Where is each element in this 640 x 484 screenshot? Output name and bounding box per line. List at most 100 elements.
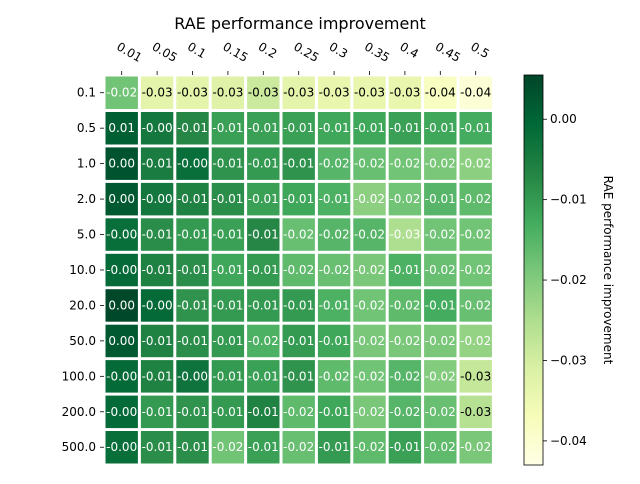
cell-value-label: -0.01 (283, 192, 314, 206)
cell-value-label: -0.02 (283, 263, 314, 277)
cell-value-label: -0.00 (106, 228, 137, 242)
heatmap-cell (459, 395, 492, 429)
cell-value-label: -0.01 (177, 228, 208, 242)
heatmap-cell (317, 76, 351, 109)
heatmap-cell (388, 218, 422, 251)
cell-value-label: -0.03 (389, 86, 420, 100)
heatmap-cell (211, 218, 245, 251)
heatmap-cell (282, 289, 315, 322)
cell-value-label: -0.01 (212, 369, 243, 383)
cell-value-label: 0.00 (108, 298, 135, 312)
heatmap-cell (353, 218, 386, 251)
cell-value-label: -0.01 (142, 440, 173, 454)
cell-value-label: -0.02 (460, 157, 491, 171)
heatmap-cell (176, 182, 209, 216)
heatmap-cell (353, 360, 386, 393)
cell-value-label: -0.00 (177, 157, 208, 171)
cell-value-label: -0.02 (460, 440, 491, 454)
cell-value-label: -0.01 (425, 121, 456, 135)
cell-value-label: -0.01 (212, 334, 243, 348)
colorbar-tick-label: −0.02 (550, 273, 587, 287)
cell-value-label: -0.01 (319, 121, 350, 135)
cell-value-label: -0.03 (248, 86, 279, 100)
heatmap-cell (105, 360, 138, 393)
cell-value-label: -0.01 (283, 121, 314, 135)
heatmap-cell (353, 289, 386, 322)
colorbar-tick-label: −0.01 (550, 193, 587, 207)
heatmap-cell (140, 253, 174, 287)
cell-value-label: -0.01 (142, 157, 173, 171)
heatmap-cell (247, 182, 280, 216)
heatmap-cell (211, 395, 245, 429)
heatmap-cell (317, 360, 351, 393)
heatmap-cell (211, 182, 245, 216)
heatmap-cell (105, 431, 138, 464)
heatmap-cell (176, 431, 209, 464)
heatmap-cell (424, 395, 457, 429)
cell-value-label: -0.01 (319, 192, 350, 206)
cell-value-label: -0.01 (142, 369, 173, 383)
cell-value-label: -0.01 (319, 440, 350, 454)
cell-value-label: -0.01 (248, 263, 279, 277)
cell-value-label: -0.01 (319, 334, 350, 348)
heatmap-cell (105, 112, 138, 145)
heatmap-cell (282, 112, 315, 145)
heatmap-cell (317, 395, 351, 429)
y-tick-label: 20.0 (69, 298, 96, 312)
colorbar-tick-label: −0.04 (550, 434, 587, 448)
heatmap-cell (459, 147, 492, 180)
heatmap-cell (282, 395, 315, 429)
cell-value-label: -0.01 (248, 121, 279, 135)
heatmap-cell (282, 253, 315, 287)
cell-value-label: -0.04 (425, 86, 456, 100)
cell-value-label: -0.01 (248, 298, 279, 312)
heatmap-cell (140, 360, 174, 393)
y-tick-label: 0.5 (77, 121, 96, 135)
heatmap-cell (140, 289, 174, 322)
cell-value-label: -0.01 (142, 405, 173, 419)
heatmap-cell (140, 431, 174, 464)
heatmap-cell (424, 76, 457, 109)
heatmap-cell (140, 218, 174, 251)
cell-value-label: -0.01 (177, 121, 208, 135)
y-tick-label: 0.1 (77, 86, 96, 100)
colorbar-ticks: 0.00 −0.01 −0.02 −0.03 −0.04 (543, 112, 587, 448)
heatmap-cell (317, 253, 351, 287)
cell-value-label: 0.01 (108, 121, 135, 135)
heatmap-cell (388, 395, 422, 429)
cell-value-label: -0.01 (177, 298, 208, 312)
cell-value-label: -0.03 (389, 228, 420, 242)
heatmap-cell (211, 112, 245, 145)
cell-value-label: -0.02 (389, 192, 420, 206)
heatmap-cell (140, 324, 174, 358)
cell-value-label: -0.01 (212, 263, 243, 277)
cell-value-label: -0.01 (212, 298, 243, 312)
heatmap-cell (105, 76, 138, 109)
colorbar-tick-label: −0.03 (550, 353, 587, 367)
heatmap-cell (105, 324, 138, 358)
cell-value-label: -0.01 (283, 157, 314, 171)
heatmap-cell (424, 324, 457, 358)
heatmap-cell (247, 431, 280, 464)
cell-value-label: -0.02 (354, 228, 385, 242)
heatmap-cell (388, 360, 422, 393)
cell-value-label: -0.02 (319, 369, 350, 383)
heatmap-cell (211, 147, 245, 180)
heatmap-cell (388, 112, 422, 145)
cell-value-label: -0.01 (212, 121, 243, 135)
heatmap-cell (176, 253, 209, 287)
heatmap-cell (459, 360, 492, 393)
heatmap-cell (353, 182, 386, 216)
heatmap-cell (353, 431, 386, 464)
cell-value-label: -0.01 (248, 157, 279, 171)
cell-value-label: -0.02 (425, 228, 456, 242)
heatmap-cell (211, 431, 245, 464)
cell-value-label: -0.01 (177, 440, 208, 454)
y-tick-label: 2.0 (77, 192, 96, 206)
cell-value-label: -0.02 (248, 334, 279, 348)
cell-value-label: -0.01 (354, 121, 385, 135)
cell-value-label: -0.01 (142, 263, 173, 277)
heatmap-cell (247, 253, 280, 287)
y-tick-label: 10.0 (69, 263, 96, 277)
cell-value-label: 0.00 (108, 157, 135, 171)
